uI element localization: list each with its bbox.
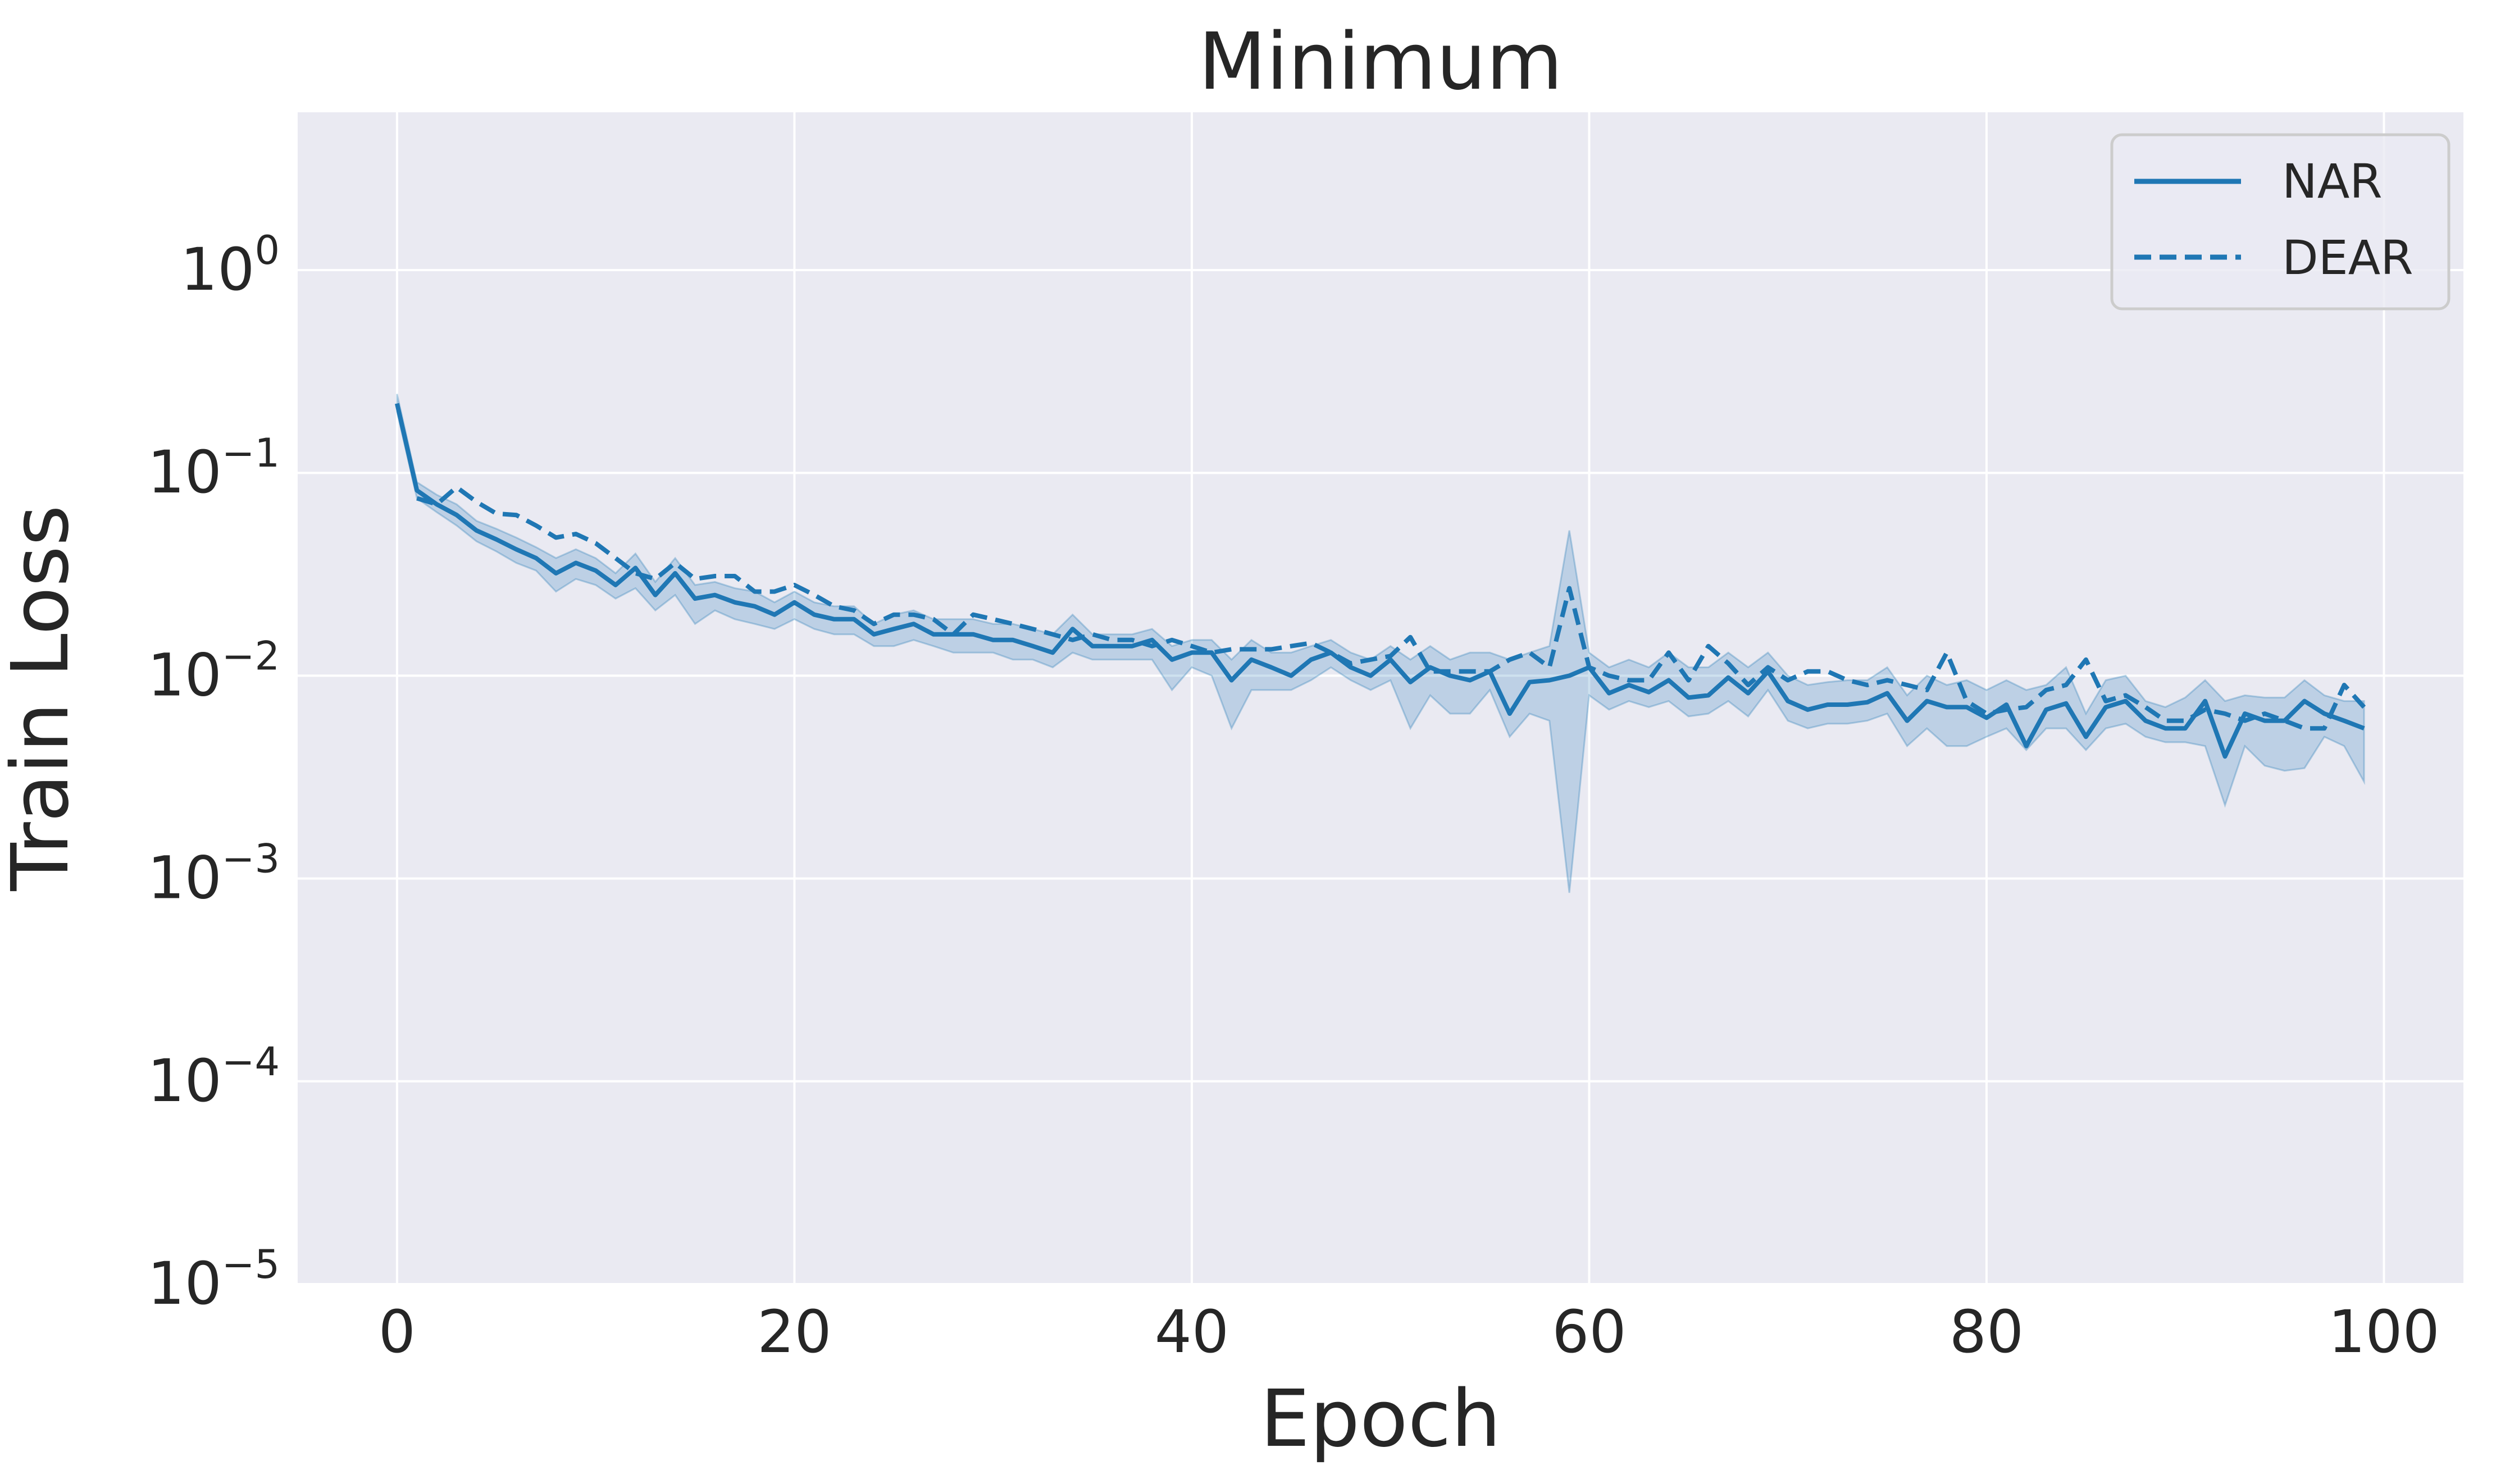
y-tick-label: 10−2	[147, 633, 280, 709]
x-tick-label: 40	[1155, 1298, 1229, 1366]
legend-label-nar: NAR	[2282, 154, 2383, 209]
x-axis-label: Epoch	[1260, 1373, 1501, 1465]
confidence-bands	[396, 394, 2365, 893]
y-tick-label: 10−3	[147, 836, 280, 912]
legend-box	[2110, 133, 2451, 311]
legend: NAR DEAR	[2110, 133, 2451, 311]
y-tick-label: 10−5	[147, 1241, 280, 1318]
y-tick-label: 10−1	[147, 430, 280, 506]
x-tick-label: 100	[2328, 1298, 2440, 1366]
x-tick-label: 0	[379, 1298, 416, 1366]
y-tick-label: 100	[180, 227, 280, 304]
series-lines	[395, 403, 2366, 759]
y-tick-label: 10−4	[147, 1039, 280, 1115]
grid	[298, 112, 2463, 1285]
x-axis-ticks: 0 20 40 60 80 100	[379, 1298, 2440, 1366]
y-axis-label: Train Loss	[0, 505, 86, 892]
x-tick-label: 80	[1950, 1298, 2024, 1366]
band-nar	[396, 394, 2365, 893]
y-axis-ticks: 100 10−1 10−2 10−3 10−4 10−5	[147, 227, 280, 1318]
legend-label-dear: DEAR	[2282, 230, 2413, 285]
x-tick-label: 20	[757, 1298, 831, 1366]
chart-title: Minimum	[1199, 16, 1563, 108]
x-tick-label: 60	[1552, 1298, 1626, 1366]
line-nar	[395, 403, 2365, 759]
line-dear	[416, 485, 2366, 731]
